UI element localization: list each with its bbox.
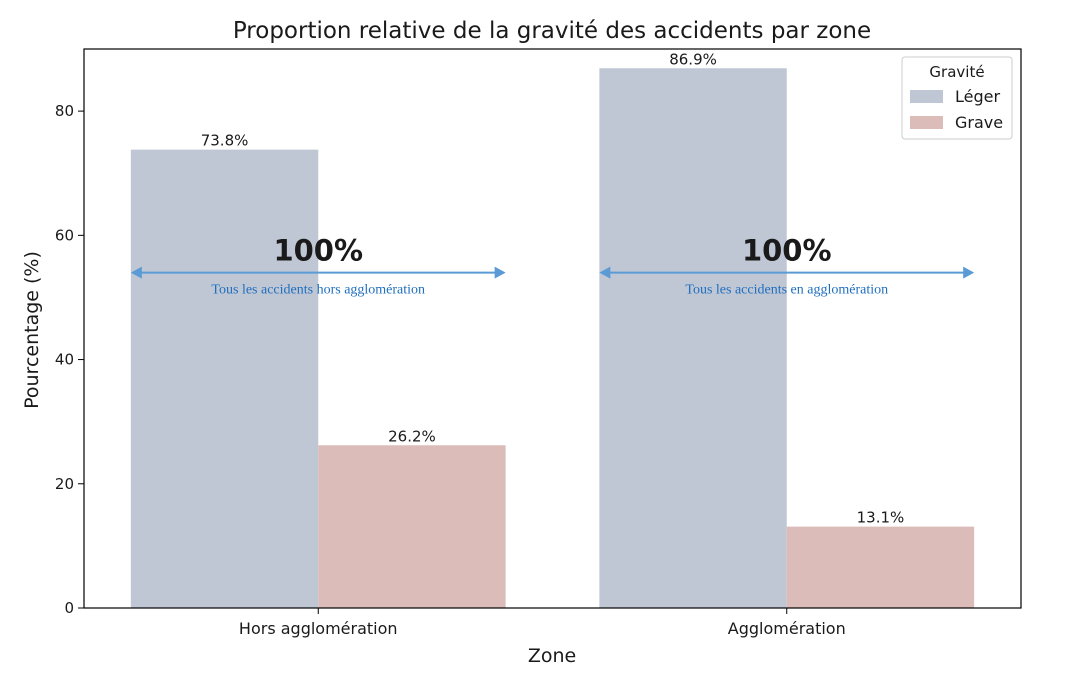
bar-grave-1 [786,526,975,608]
x-tick-label: Hors agglomération [239,619,398,638]
plot-area: 73.8% 86.9% 26.2% 13.1% 0 20 40 60 80 Hors agglom… [55,48,1022,638]
y-tick-label: 20 [55,475,74,493]
y-tick-label: 80 [55,102,74,120]
bar-leger-1 [599,68,787,608]
annotation-total: 100% [742,234,832,268]
legend-title: Gravité [929,63,984,81]
legend: Gravité Léger Grave [901,56,1013,140]
legend-entry: Léger [955,87,1000,106]
annotation-note: Tous les accidents hors agglomération [211,283,425,298]
arrow-right-icon [494,266,506,279]
annotation-note: Tous les accidents en agglomération [685,283,888,298]
chart-title: Proportion relative de la gravité des ac… [233,18,871,44]
legend-entry: Grave [955,113,1003,132]
data-label: 73.8% [201,132,249,150]
data-label: 26.2% [388,427,436,445]
data-label: 13.1% [857,509,905,527]
legend-swatch [910,90,943,103]
annotation-0: 100% Tous les accidents hors agglomératio… [130,234,506,298]
y-axis-label: Pourcentage (%) [21,251,43,409]
legend-swatch [910,116,943,129]
bar-leger-0 [130,149,319,608]
annotation-total: 100% [273,234,363,268]
x-axis-label: Zone [528,645,576,667]
x-tick-label: Agglomération [728,619,846,638]
axes-frame [83,48,1022,609]
y-tick-label: 60 [55,226,74,244]
y-tick-label: 0 [64,599,74,617]
arrow-left-icon [130,266,142,279]
arrow-right-icon [963,266,975,279]
bar-grave-0 [318,445,506,608]
y-tick-label: 40 [55,351,74,369]
data-label: 86.9% [669,50,717,68]
arrow-left-icon [599,266,611,279]
annotation-1: 100% Tous les accidents en agglomération [599,234,975,298]
